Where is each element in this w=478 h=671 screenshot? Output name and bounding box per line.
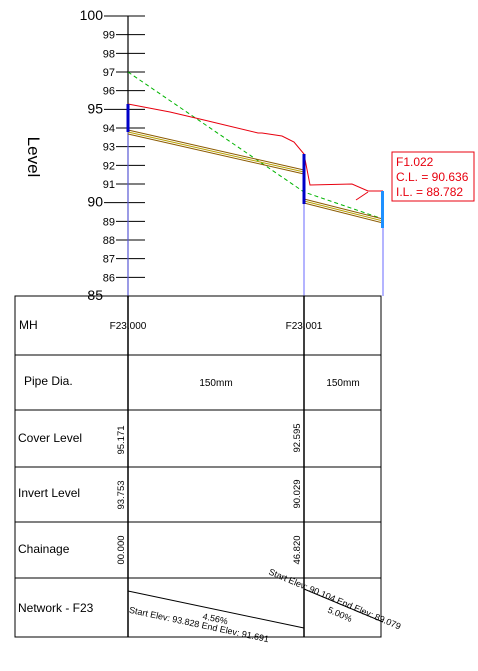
pipe-invert bbox=[127, 133, 305, 175]
row-label-pipe-dia: Pipe Dia. bbox=[24, 374, 73, 388]
ground-level-tick bbox=[355, 191, 369, 201]
row-label-invert-level: Invert Level bbox=[18, 486, 80, 500]
cover-level-value: 95.171 bbox=[116, 425, 127, 454]
pipe-elevations: Start Elev: 90.104 End Elev: 89.079 bbox=[267, 567, 402, 632]
network-pipe-line bbox=[303, 588, 384, 623]
level-tick-label: 97 bbox=[103, 67, 115, 79]
invert-level-value: 90.029 bbox=[292, 479, 303, 508]
pipe-diameter: 150mm bbox=[199, 378, 232, 389]
pipe-crown bbox=[127, 129, 305, 171]
row-label-cover-level: Cover Level bbox=[18, 431, 82, 445]
level-tick-label: 91 bbox=[103, 179, 115, 191]
pipe-mid bbox=[303, 200, 384, 222]
section-table bbox=[14, 295, 384, 638]
ground-level-line bbox=[127, 103, 383, 192]
level-tick-label: 93 bbox=[103, 142, 115, 154]
level-tick-label: 98 bbox=[103, 48, 115, 60]
pipe-mid bbox=[127, 131, 305, 173]
level-tick-label: 95 bbox=[87, 100, 103, 116]
pipe-invert bbox=[303, 202, 384, 224]
level-tick-label: 96 bbox=[103, 86, 115, 98]
manhole-outfall bbox=[381, 191, 384, 228]
level-tick-label: 88 bbox=[103, 235, 115, 247]
level-tick-label: 87 bbox=[103, 254, 115, 266]
pipe-crown bbox=[303, 198, 384, 220]
manhole-f23-000 bbox=[126, 104, 130, 132]
row-label-network: Network - F23 bbox=[18, 601, 94, 615]
design-level-line bbox=[127, 71, 384, 220]
pipe-f23-000 bbox=[127, 129, 305, 175]
outfall-callout: F1.022 C.L. = 90.636 I.L. = 88.782 bbox=[391, 151, 475, 202]
invert-level-value: 93.753 bbox=[116, 480, 127, 509]
callout-invert-level: I.L. = 88.782 bbox=[396, 185, 463, 199]
row-label-chainage: Chainage bbox=[18, 542, 70, 556]
level-tick-label: 99 bbox=[103, 30, 115, 42]
pipe-diameter: 150mm bbox=[326, 378, 359, 389]
level-tick-label: 90 bbox=[87, 194, 103, 210]
chainage-value: 46.820 bbox=[292, 535, 303, 564]
level-tick-label: 100 bbox=[80, 7, 104, 23]
callout-id: F1.022 bbox=[396, 155, 434, 169]
level-tick-label: 85 bbox=[87, 287, 103, 303]
level-tick-label: 86 bbox=[103, 272, 115, 284]
cover-level-value: 92.595 bbox=[292, 423, 303, 452]
pipe-elevations: Start Elev: 93.828 End Elev: 91.691 bbox=[128, 605, 270, 644]
mh-name: F23.001 bbox=[286, 321, 323, 332]
level-tick-label: 92 bbox=[103, 160, 115, 172]
row-label-mh: MH bbox=[19, 318, 38, 332]
manhole-f23-001 bbox=[302, 154, 306, 204]
pipe-f23-001 bbox=[303, 198, 384, 224]
callout-box bbox=[391, 151, 475, 202]
chainage-value: 00.000 bbox=[116, 535, 127, 564]
mh-name: F23.000 bbox=[110, 321, 147, 332]
callout-cover-level: C.L. = 90.636 bbox=[396, 170, 469, 184]
level-tick-label: 94 bbox=[103, 123, 115, 135]
level-axis-title: Level bbox=[24, 137, 43, 178]
network-pipe-line bbox=[127, 590, 305, 629]
level-tick-label: 89 bbox=[103, 216, 115, 228]
